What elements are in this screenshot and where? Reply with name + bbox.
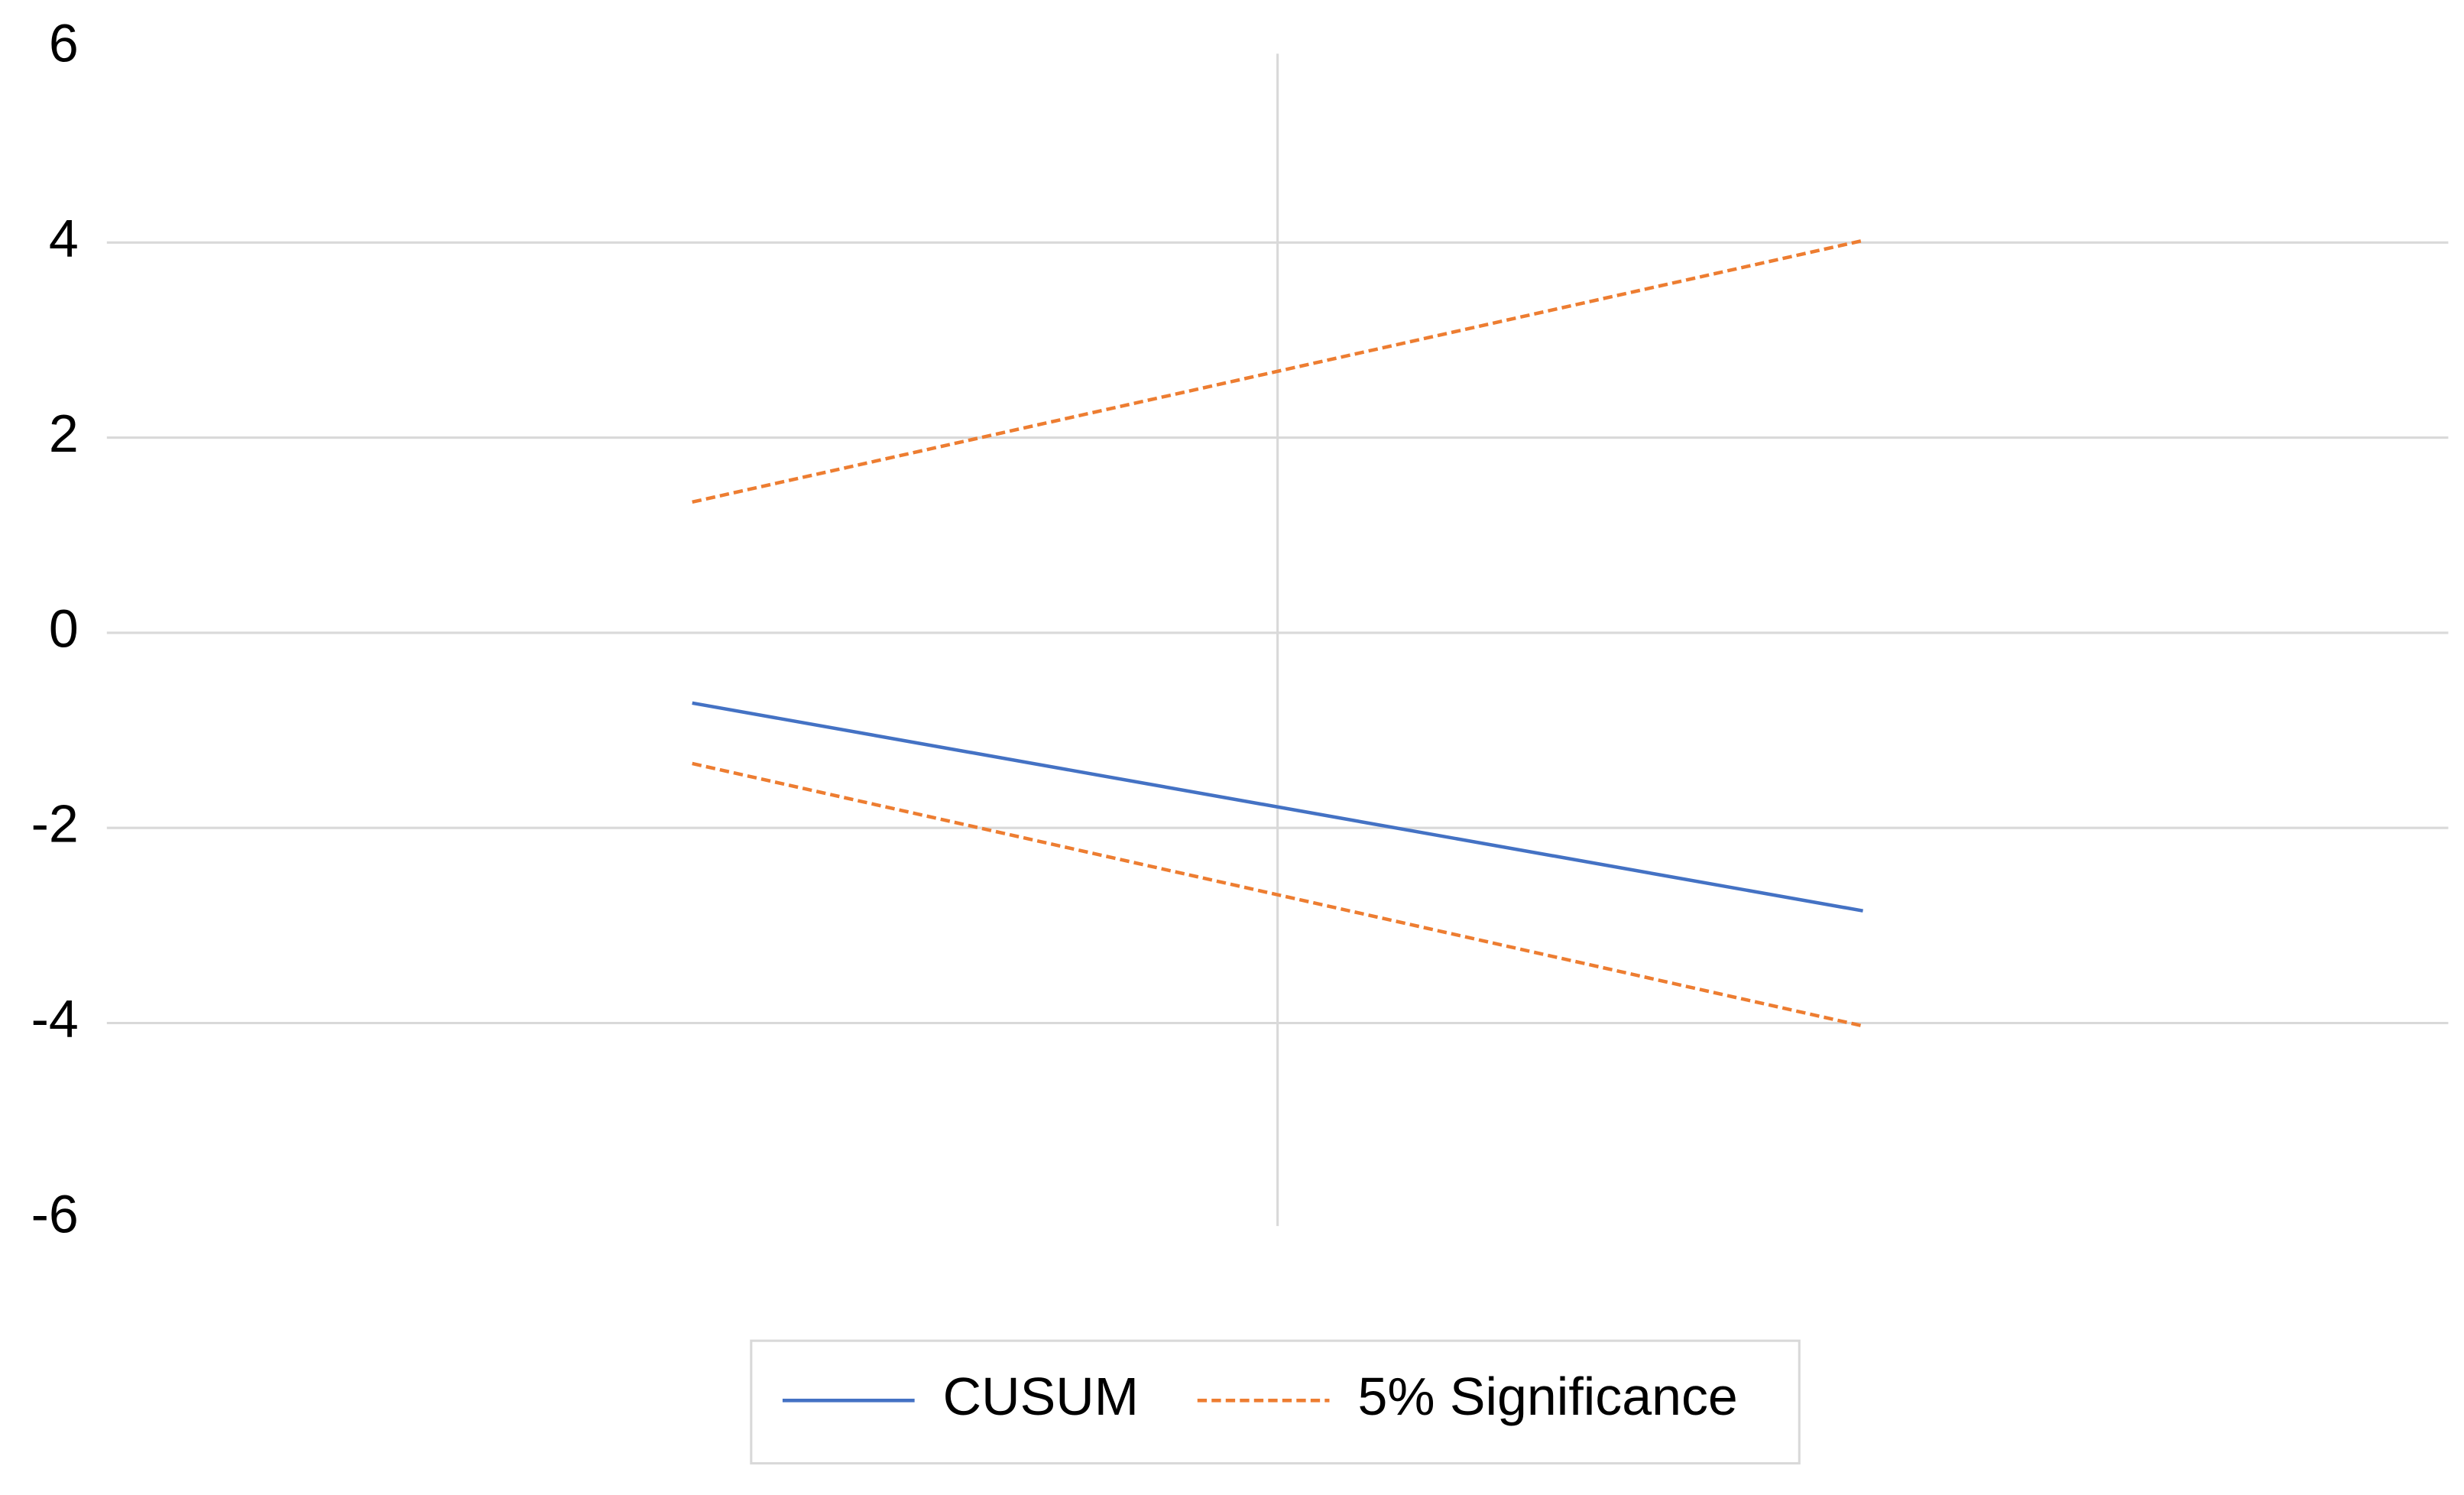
legend-label: CUSUM — [943, 1367, 1139, 1426]
y-tick-label: -6 — [31, 1184, 79, 1244]
legend: CUSUM 5% Significance — [750, 1339, 1801, 1465]
y-tick-label: 4 — [49, 209, 79, 268]
y-tick-label: -2 — [31, 794, 79, 854]
series-line — [692, 701, 1863, 913]
y-tick-label: -4 — [31, 989, 79, 1049]
series-line — [692, 761, 1864, 1028]
y-tick-label: 2 — [49, 404, 79, 463]
series-line — [692, 238, 1864, 504]
y-tick-label: 6 — [49, 13, 79, 73]
legend-label: 5% Significance — [1357, 1367, 1737, 1426]
y-tick-label: 0 — [49, 598, 79, 658]
